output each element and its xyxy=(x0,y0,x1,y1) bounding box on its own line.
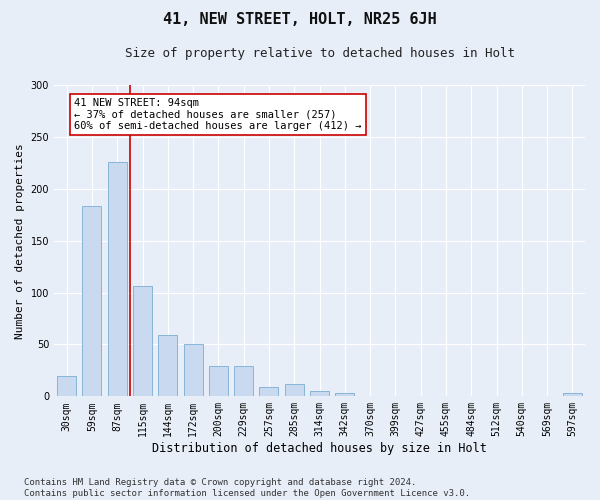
Bar xyxy=(158,335,177,396)
Bar xyxy=(310,391,329,396)
Bar xyxy=(184,344,203,397)
Bar xyxy=(234,366,253,396)
Title: Size of property relative to detached houses in Holt: Size of property relative to detached ho… xyxy=(125,48,515,60)
Bar xyxy=(209,366,228,396)
Text: 41 NEW STREET: 94sqm
← 37% of detached houses are smaller (257)
60% of semi-deta: 41 NEW STREET: 94sqm ← 37% of detached h… xyxy=(74,98,362,131)
Bar xyxy=(133,286,152,397)
Text: Contains HM Land Registry data © Crown copyright and database right 2024.
Contai: Contains HM Land Registry data © Crown c… xyxy=(24,478,470,498)
Bar xyxy=(259,387,278,396)
Bar xyxy=(563,393,582,396)
Bar xyxy=(285,384,304,396)
Bar xyxy=(82,206,101,396)
Bar xyxy=(57,376,76,396)
X-axis label: Distribution of detached houses by size in Holt: Distribution of detached houses by size … xyxy=(152,442,487,455)
Text: 41, NEW STREET, HOLT, NR25 6JH: 41, NEW STREET, HOLT, NR25 6JH xyxy=(163,12,437,28)
Bar xyxy=(108,162,127,396)
Y-axis label: Number of detached properties: Number of detached properties xyxy=(15,143,25,338)
Bar xyxy=(335,393,354,396)
